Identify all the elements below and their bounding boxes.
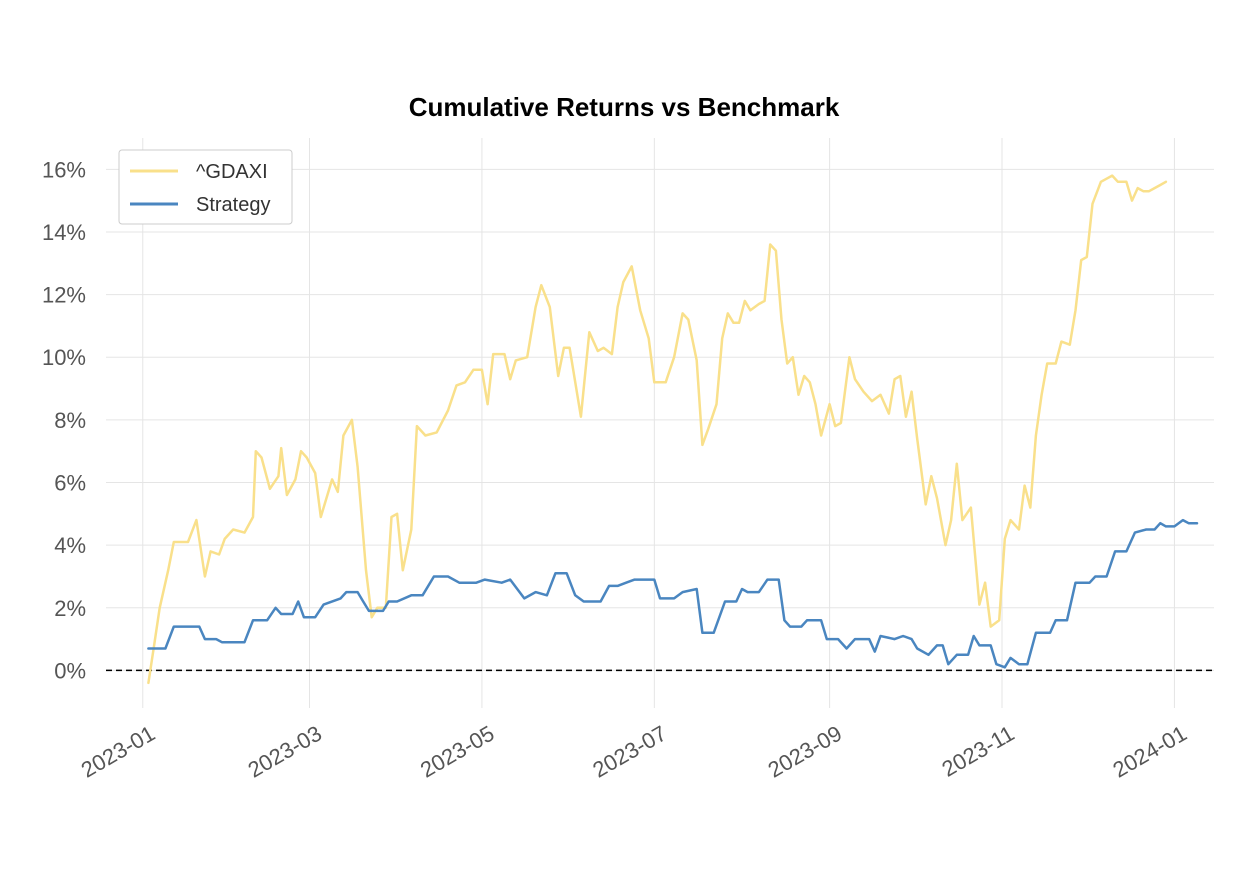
y-tick-label: 16% xyxy=(42,157,86,182)
legend: ^GDAXI Strategy xyxy=(118,149,293,225)
y-tick-label: 6% xyxy=(54,471,86,496)
series-line-strategy xyxy=(147,518,1199,669)
series-line-gdaxi xyxy=(147,174,1168,685)
y-tick-label: 12% xyxy=(42,283,86,308)
y-tick-label: 10% xyxy=(42,345,86,370)
chart-title: Cumulative Returns vs Benchmark xyxy=(409,92,840,122)
y-axis-ticks: 0% 2% 4% 6% 8% 10% 12% 14% 16% xyxy=(42,157,86,683)
y-tick-label: 0% xyxy=(54,658,86,683)
y-tick-label: 14% xyxy=(42,220,86,245)
legend-label-gdaxi: ^GDAXI xyxy=(196,161,268,183)
series-lines xyxy=(147,174,1199,685)
y-tick-label: 2% xyxy=(54,596,86,621)
y-tick-label: 4% xyxy=(54,533,86,558)
y-tick-label: 8% xyxy=(54,408,86,433)
legend-label-strategy: Strategy xyxy=(196,194,270,216)
